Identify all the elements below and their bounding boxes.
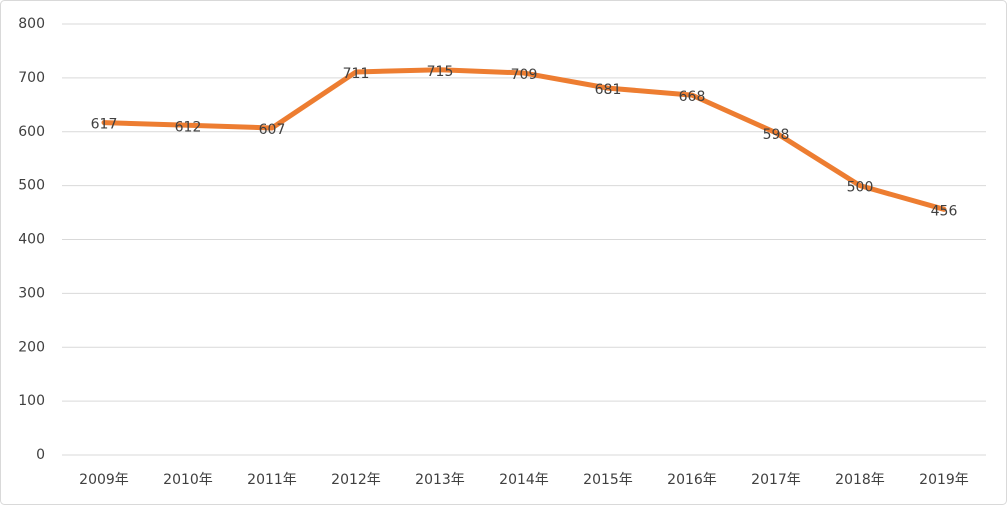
x-tick-label: 2009年	[79, 472, 129, 488]
data-label: 668	[679, 89, 706, 105]
y-tick-label: 200	[18, 339, 45, 355]
data-label: 456	[931, 203, 958, 219]
x-tick-label: 2017年	[751, 472, 801, 488]
data-label: 500	[847, 180, 874, 196]
x-tick-label: 2014年	[499, 472, 549, 488]
x-tick-label: 2015年	[583, 472, 633, 488]
data-label: 612	[175, 119, 202, 135]
data-label: 607	[259, 122, 286, 138]
y-tick-label: 300	[18, 285, 45, 301]
y-tick-label: 400	[18, 232, 45, 248]
data-label: 709	[511, 67, 538, 83]
x-tick-label: 2012年	[331, 472, 381, 488]
x-tick-label: 2019年	[919, 472, 969, 488]
series-line	[101, 67, 947, 212]
data-label: 617	[91, 117, 118, 133]
x-tick-label: 2013年	[415, 472, 465, 488]
data-label: 681	[595, 82, 622, 98]
y-tick-label: 700	[18, 70, 45, 86]
y-tick-label: 800	[18, 16, 45, 32]
y-tick-label: 500	[18, 178, 45, 194]
data-label: 598	[763, 127, 790, 143]
x-tick-label: 2018年	[835, 472, 885, 488]
x-tick-label: 2011年	[247, 472, 297, 488]
data-label: 715	[427, 64, 454, 80]
data-label: 711	[343, 66, 370, 82]
x-tick-label: 2010年	[163, 472, 213, 488]
y-tick-label: 600	[18, 124, 45, 140]
y-tick-label: 0	[36, 447, 45, 463]
x-tick-label: 2016年	[667, 472, 717, 488]
y-tick-label: 100	[18, 393, 45, 409]
